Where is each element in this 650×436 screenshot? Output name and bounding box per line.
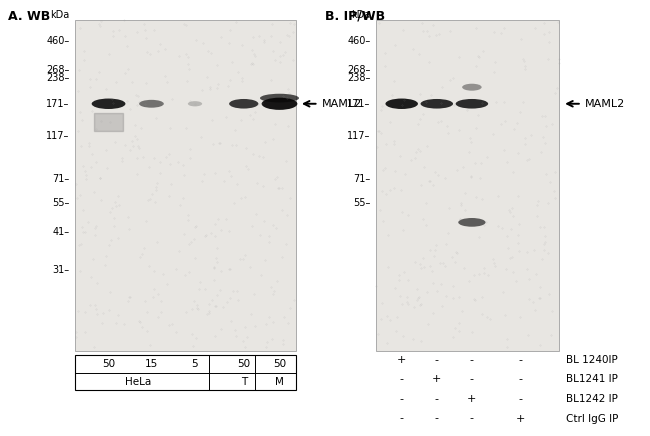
Text: 41–: 41–: [53, 227, 70, 237]
Text: 238–: 238–: [46, 74, 70, 83]
Ellipse shape: [261, 98, 298, 110]
Text: 5: 5: [192, 359, 198, 369]
Ellipse shape: [462, 84, 482, 91]
Text: MAML2: MAML2: [585, 99, 625, 109]
Text: 55–: 55–: [353, 198, 370, 208]
Text: 50: 50: [273, 359, 286, 369]
Text: -: -: [435, 394, 439, 404]
Text: -: -: [435, 414, 439, 423]
Text: 268–: 268–: [46, 65, 70, 75]
Text: -: -: [518, 375, 522, 384]
Text: -: -: [470, 375, 474, 384]
Text: 71–: 71–: [52, 174, 70, 184]
Text: -: -: [470, 414, 474, 423]
Text: T: T: [240, 377, 247, 386]
Text: BL 1240IP: BL 1240IP: [566, 355, 618, 364]
Ellipse shape: [229, 99, 259, 109]
Text: 50: 50: [237, 359, 250, 369]
Text: -: -: [518, 355, 522, 364]
Text: A. WB: A. WB: [8, 10, 50, 23]
Text: -: -: [400, 375, 404, 384]
Text: +: +: [467, 394, 476, 404]
Text: BL1242 IP: BL1242 IP: [566, 394, 618, 404]
Text: kDa: kDa: [351, 10, 370, 20]
Text: +: +: [397, 355, 406, 364]
Text: -: -: [400, 394, 404, 404]
Text: 31–: 31–: [53, 266, 70, 275]
Text: 71–: 71–: [353, 174, 370, 184]
Ellipse shape: [139, 100, 164, 108]
Text: -: -: [435, 355, 439, 364]
Ellipse shape: [92, 99, 125, 109]
Bar: [75, 20, 296, 351]
Text: 460–: 460–: [347, 37, 370, 46]
Text: Ctrl IgG IP: Ctrl IgG IP: [566, 414, 618, 423]
Ellipse shape: [385, 99, 418, 109]
Bar: [75, 355, 296, 390]
Ellipse shape: [458, 218, 486, 227]
Ellipse shape: [188, 101, 202, 106]
Bar: [376, 20, 559, 351]
Text: 15: 15: [145, 359, 158, 369]
Ellipse shape: [260, 94, 299, 102]
Text: +: +: [432, 375, 441, 384]
Text: HeLa: HeLa: [125, 377, 151, 386]
Text: BL1241 IP: BL1241 IP: [566, 375, 618, 384]
Text: -: -: [400, 414, 404, 423]
Text: 171–: 171–: [46, 99, 70, 109]
Text: MAML2: MAML2: [322, 99, 362, 109]
Text: 55–: 55–: [52, 198, 70, 208]
Text: kDa: kDa: [50, 10, 70, 20]
Text: +: +: [515, 414, 525, 423]
Text: -: -: [470, 355, 474, 364]
Ellipse shape: [421, 99, 453, 109]
Text: 171–: 171–: [347, 99, 370, 109]
Text: 238–: 238–: [347, 74, 370, 83]
Text: M: M: [275, 377, 284, 386]
Text: 268–: 268–: [347, 65, 370, 75]
Text: -: -: [518, 394, 522, 404]
Text: 117–: 117–: [46, 131, 70, 141]
Ellipse shape: [456, 99, 488, 109]
Text: 50: 50: [102, 359, 115, 369]
Text: B. IP/WB: B. IP/WB: [325, 10, 385, 23]
Text: 117–: 117–: [347, 131, 370, 141]
Text: 460–: 460–: [46, 37, 70, 46]
